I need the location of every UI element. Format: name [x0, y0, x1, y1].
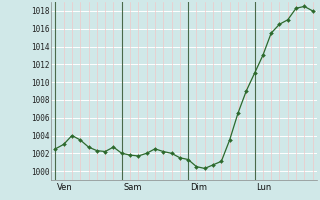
Text: Ven: Ven: [57, 183, 73, 192]
Text: Sam: Sam: [124, 183, 142, 192]
Text: Dim: Dim: [190, 183, 207, 192]
Text: Lun: Lun: [256, 183, 271, 192]
